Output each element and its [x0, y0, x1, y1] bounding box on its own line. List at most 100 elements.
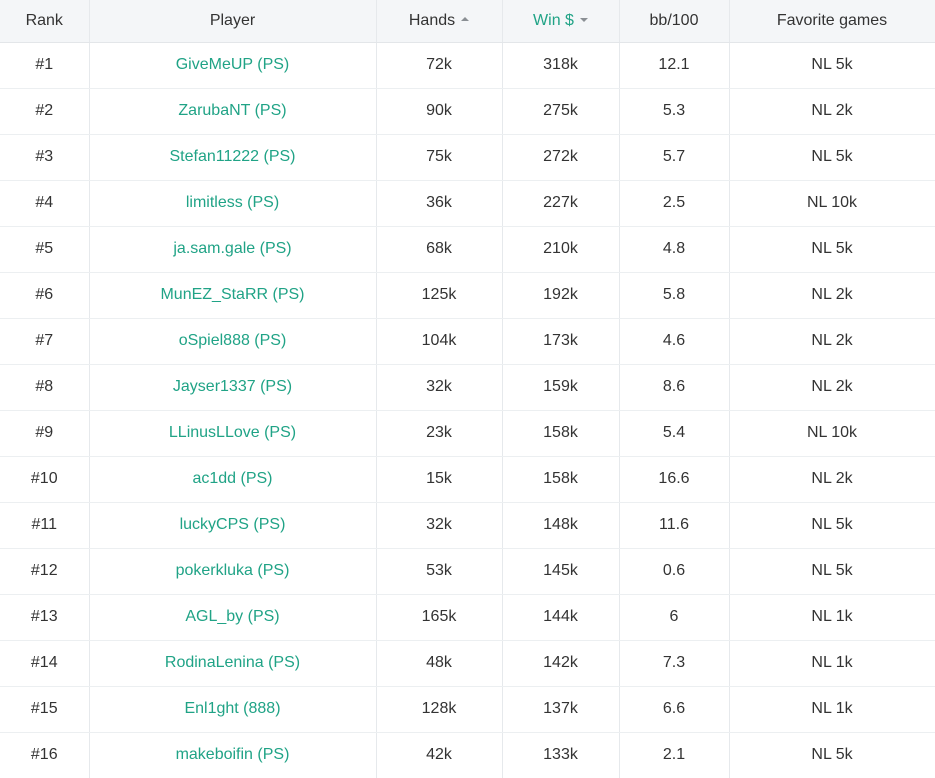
table-row: #13 AGL_by (PS) 165k 144k 6 NL 1k: [0, 594, 935, 641]
hands-cell: 32k: [376, 364, 503, 411]
bb100-cell: 11.6: [619, 502, 730, 549]
favorite-games-cell: NL 1k: [729, 594, 935, 641]
bb100-cell: 5.4: [619, 410, 730, 457]
favorite-games-cell: NL 2k: [729, 456, 935, 503]
favorite-games-cell: NL 10k: [729, 410, 935, 457]
player-cell: ZarubaNT (PS): [89, 88, 377, 135]
column-header-rank[interactable]: Rank: [0, 0, 90, 43]
player-link[interactable]: limitless (PS): [185, 194, 280, 211]
sort-desc-icon: [579, 18, 588, 23]
table-row: #3 Stefan11222 (PS) 75k 272k 5.7 NL 5k: [0, 134, 935, 181]
player-link[interactable]: MunEZ_StaRR (PS): [160, 286, 305, 303]
rank-cell: #4: [0, 180, 90, 227]
hands-cell: 23k: [376, 410, 503, 457]
player-cell: AGL_by (PS): [89, 594, 377, 641]
player-link[interactable]: Stefan11222 (PS): [169, 148, 296, 165]
favorite-games-cell: NL 10k: [729, 180, 935, 227]
player-link[interactable]: ZarubaNT (PS): [178, 102, 287, 119]
column-header-player[interactable]: Player: [89, 0, 377, 43]
bb100-cell: 8.6: [619, 364, 730, 411]
player-link[interactable]: ac1dd (PS): [192, 470, 273, 487]
column-header-rank-label: Rank: [25, 11, 63, 29]
table-row: #1 GiveMeUP (PS) 72k 318k 12.1 NL 5k: [0, 42, 935, 89]
table-body: #1 GiveMeUP (PS) 72k 318k 12.1 NL 5k #2 ZarubaN…: [0, 42, 935, 778]
win-cell: 133k: [502, 732, 620, 778]
player-cell: LLinusLLove (PS): [89, 410, 377, 457]
table-row: #15 Enl1ght (888) 128k 137k 6.6 NL 1k: [0, 686, 935, 733]
hands-cell: 42k: [376, 732, 503, 778]
favorite-games-cell: NL 5k: [729, 732, 935, 778]
table-row: #14 RodinaLenina (PS) 48k 142k 7.3 NL 1k: [0, 640, 935, 687]
bb100-cell: 6: [619, 594, 730, 641]
rank-cell: #9: [0, 410, 90, 457]
favorite-games-cell: NL 5k: [729, 548, 935, 595]
rank-cell: #12: [0, 548, 90, 595]
column-header-hands-label: Hands: [408, 11, 456, 29]
rank-cell: #5: [0, 226, 90, 273]
favorite-games-cell: NL 2k: [729, 88, 935, 135]
bb100-cell: 6.6: [619, 686, 730, 733]
player-cell: ja.sam.gale (PS): [89, 226, 377, 273]
player-link[interactable]: pokerkluka (PS): [175, 562, 290, 579]
rank-cell: #1: [0, 42, 90, 89]
win-cell: 145k: [502, 548, 620, 595]
player-link[interactable]: RodinaLenina (PS): [164, 654, 301, 671]
table-row: #9 LLinusLLove (PS) 23k 158k 5.4 NL 10k: [0, 410, 935, 457]
player-link[interactable]: oSpiel888 (PS): [178, 332, 287, 349]
win-cell: 159k: [502, 364, 620, 411]
rank-cell: #3: [0, 134, 90, 181]
win-cell: 227k: [502, 180, 620, 227]
bb100-cell: 2.1: [619, 732, 730, 778]
win-cell: 148k: [502, 502, 620, 549]
hands-cell: 48k: [376, 640, 503, 687]
bb100-cell: 2.5: [619, 180, 730, 227]
player-cell: RodinaLenina (PS): [89, 640, 377, 687]
player-cell: makeboifin (PS): [89, 732, 377, 778]
player-link[interactable]: ja.sam.gale (PS): [173, 240, 292, 257]
table-row: #2 ZarubaNT (PS) 90k 275k 5.3 NL 2k: [0, 88, 935, 135]
win-cell: 137k: [502, 686, 620, 733]
rank-cell: #2: [0, 88, 90, 135]
table-row: #7 oSpiel888 (PS) 104k 173k 4.6 NL 2k: [0, 318, 935, 365]
table-row: #6 MunEZ_StaRR (PS) 125k 192k 5.8 NL 2k: [0, 272, 935, 319]
favorite-games-cell: NL 5k: [729, 502, 935, 549]
favorite-games-cell: NL 2k: [729, 318, 935, 365]
player-cell: Jayser1337 (PS): [89, 364, 377, 411]
win-cell: 275k: [502, 88, 620, 135]
hands-cell: 125k: [376, 272, 503, 319]
player-link[interactable]: AGL_by (PS): [185, 608, 280, 625]
column-header-hands[interactable]: Hands: [376, 0, 503, 43]
rank-cell: #8: [0, 364, 90, 411]
hands-cell: 36k: [376, 180, 503, 227]
player-link[interactable]: Jayser1337 (PS): [172, 378, 293, 395]
player-link[interactable]: luckyCPS (PS): [179, 516, 286, 533]
player-cell: Enl1ght (888): [89, 686, 377, 733]
bb100-cell: 7.3: [619, 640, 730, 687]
player-link[interactable]: LLinusLLove (PS): [168, 424, 297, 441]
player-cell: pokerkluka (PS): [89, 548, 377, 595]
win-cell: 272k: [502, 134, 620, 181]
win-cell: 158k: [502, 410, 620, 457]
player-link[interactable]: makeboifin (PS): [175, 746, 290, 763]
column-header-win[interactable]: Win $: [502, 0, 620, 43]
hands-cell: 75k: [376, 134, 503, 181]
rank-cell: #14: [0, 640, 90, 687]
rank-cell: #6: [0, 272, 90, 319]
favorite-games-cell: NL 5k: [729, 134, 935, 181]
player-link[interactable]: Enl1ght (888): [184, 700, 281, 717]
column-header-favorite-games[interactable]: Favorite games: [729, 0, 935, 43]
column-header-bb100[interactable]: bb/100: [619, 0, 730, 43]
favorite-games-cell: NL 5k: [729, 42, 935, 89]
win-cell: 210k: [502, 226, 620, 273]
bb100-cell: 5.3: [619, 88, 730, 135]
player-link[interactable]: GiveMeUP (PS): [175, 56, 290, 73]
rank-cell: #11: [0, 502, 90, 549]
win-cell: 192k: [502, 272, 620, 319]
player-cell: Stefan11222 (PS): [89, 134, 377, 181]
win-cell: 144k: [502, 594, 620, 641]
rank-cell: #16: [0, 732, 90, 778]
column-header-favorite-games-label: Favorite games: [776, 11, 888, 29]
table-row: #8 Jayser1337 (PS) 32k 159k 8.6 NL 2k: [0, 364, 935, 411]
hands-cell: 72k: [376, 42, 503, 89]
